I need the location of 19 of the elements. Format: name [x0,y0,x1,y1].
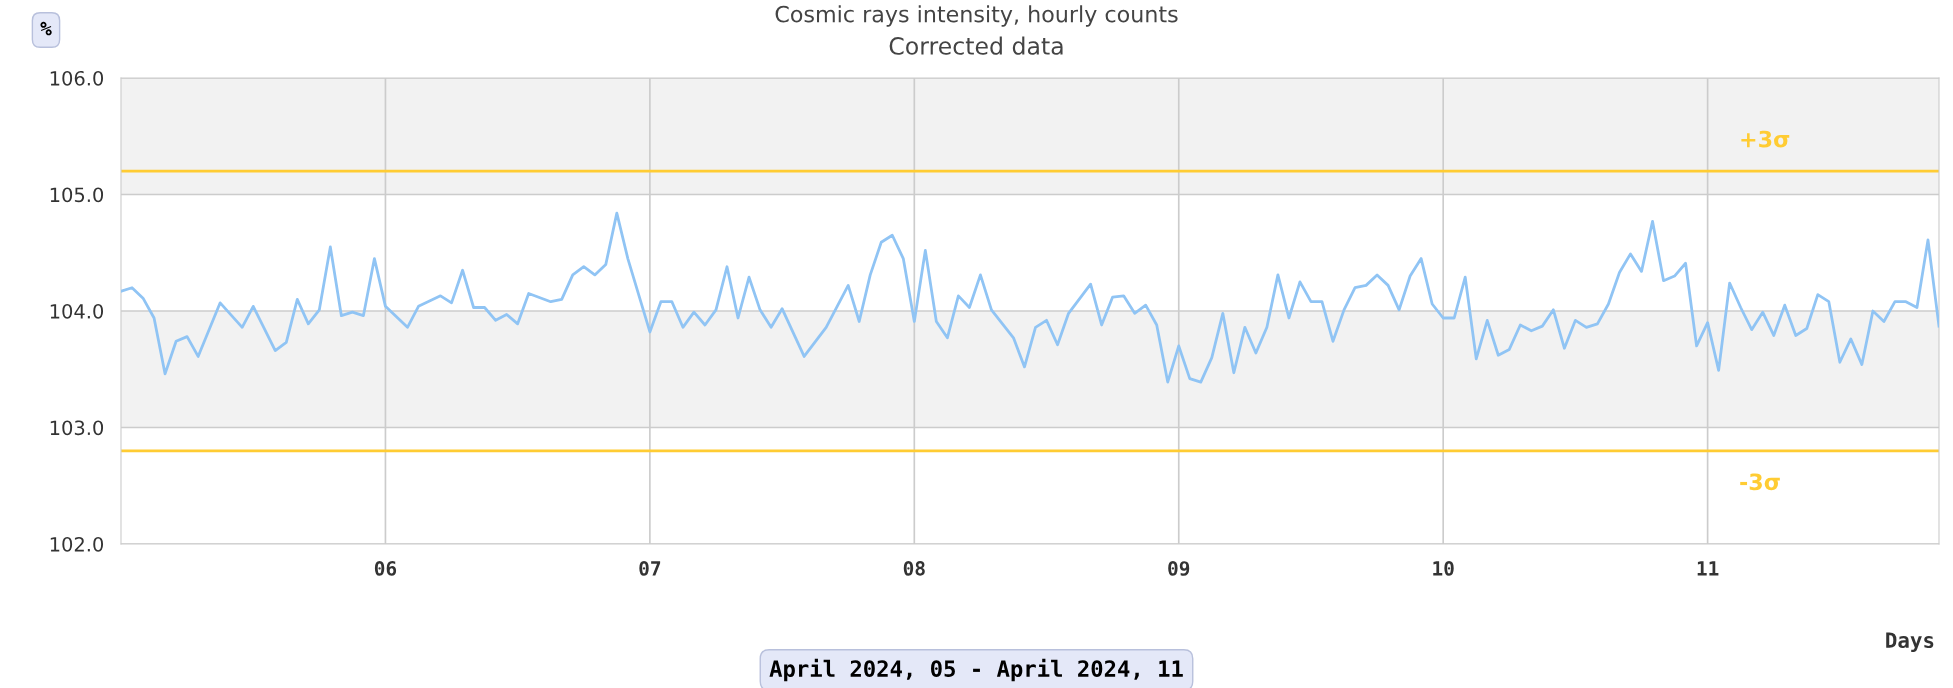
y-tick-label: 104.0 [50,303,104,319]
ref-line-label: +3σ [1741,130,1790,148]
y-tick-label: 106.0 [50,70,104,86]
x-tick-label: 11 [1697,561,1719,576]
y-tick-label: 105.0 [50,187,104,203]
y-axis-title: % [40,21,52,36]
x-tick-label: 10 [1433,561,1454,576]
x-axis-title: Days [1886,632,1934,653]
ref-line-label: -3σ [1740,473,1780,491]
y-tick-label: 102.0 [50,536,104,552]
line-series [121,211,1939,384]
chart-subtitle: Corrected data [889,36,1063,55]
x-tick-label: 08 [903,561,925,576]
x-tick-label: 06 [374,561,397,576]
x-tick-label: 09 [1168,561,1190,576]
chart-title: Cosmic rays intensity, hourly counts [775,5,1178,27]
text: April 2024, 05 - April 2024, 11 [769,658,1183,682]
x-tick-label: 07 [639,561,661,576]
y-tick-label: 103.0 [50,420,104,436]
